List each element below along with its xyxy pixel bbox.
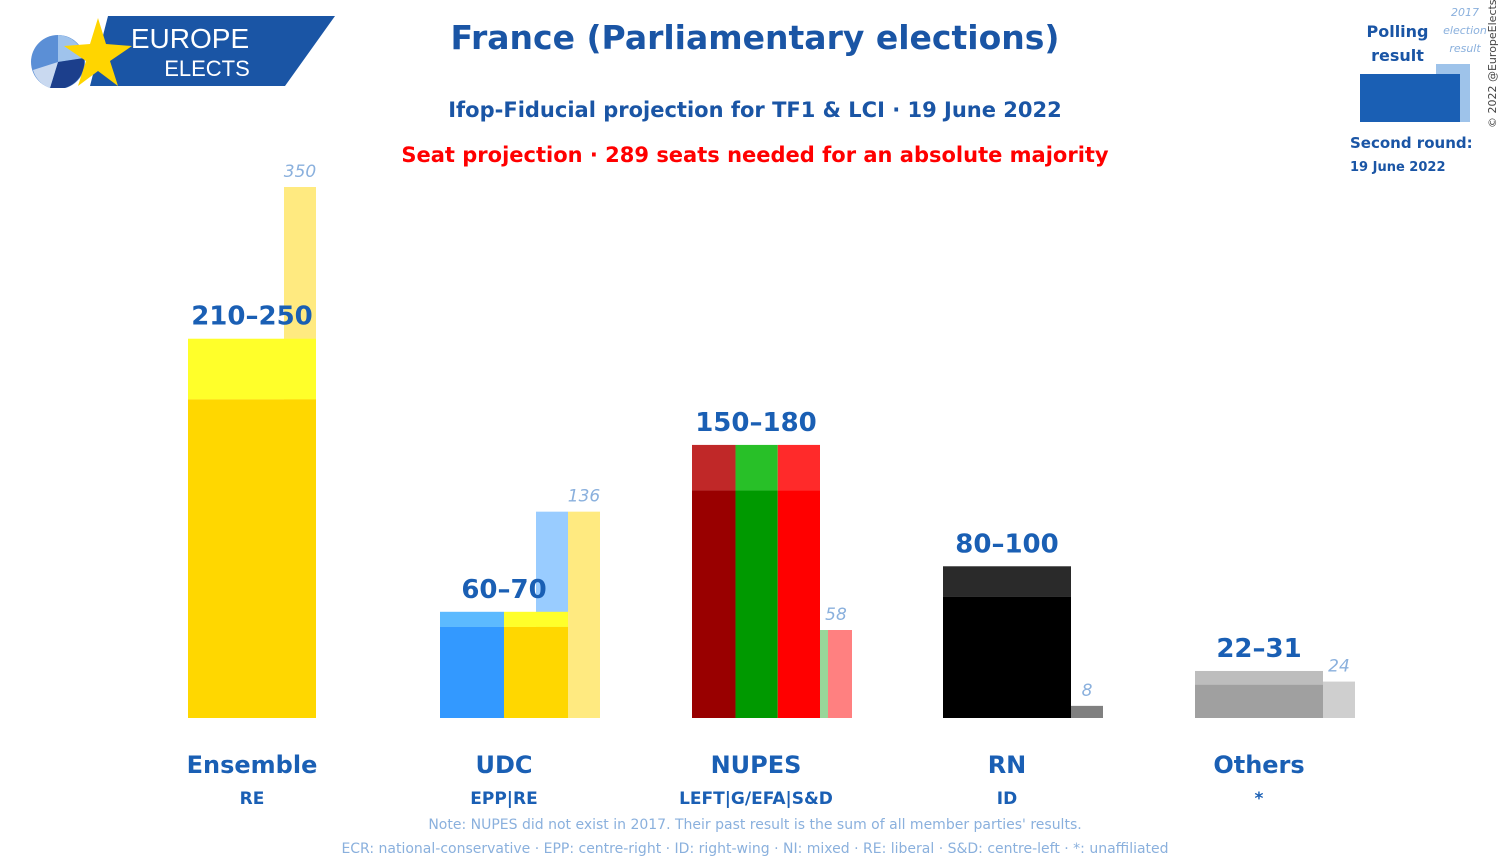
nupes-value-label: 150–180 [695,408,817,438]
rn-bar-low-1 [943,596,1071,718]
chart-title: France (Parliamentary elections) [450,18,1060,57]
legend-polling-swatch [1360,74,1460,122]
logo-star-icon [64,18,132,86]
others-party-group: * [1255,789,1264,809]
footnote-groups: ECR: national-conservative · EPP: centre… [341,841,1169,857]
nupes-bar-high-1 [692,444,736,491]
udc-value-label: 60–70 [461,575,546,605]
ensemble-value-label: 210–250 [191,302,313,332]
logo-banner [90,16,335,86]
ensemble-bar-high-1 [188,338,316,400]
rn-party-name: RN [988,751,1027,779]
majority-note: Seat projection · 289 seats needed for a… [401,143,1109,167]
nupes-party-group: LEFT|G/EFA|S&D [679,789,833,809]
udc-past-label: 136 [568,487,601,507]
udc-party-group: EPP|RE [470,789,537,809]
chart-subtitle: Ifop-Fiducial projection for TF1 & LCI ·… [448,98,1062,122]
logo-text-europe: EUROPE [131,23,249,54]
legend-past-label: 2017 election result [1443,6,1487,55]
legend-swatches [1360,64,1470,122]
nupes-bar-low-3 [777,490,820,718]
nupes-bar-low-1 [692,490,736,718]
nupes-party-name: NUPES [711,751,802,779]
others-value-label: 22–31 [1216,634,1301,664]
udc-bar-high-1 [440,611,504,627]
udc-bar-low-2 [504,626,568,718]
others-bar-low-1 [1195,684,1323,718]
nupes-bar-high-3 [777,444,820,491]
nupes-past-bar-1 [820,630,828,718]
rn-bar-high-1 [943,566,1071,597]
rn-value-label: 80–100 [955,529,1058,559]
rn-past-label: 8 [1082,681,1093,701]
others-bar-high-1 [1195,670,1323,685]
ensemble-bar-low-1 [188,399,316,718]
nupes-past-label: 58 [825,605,847,625]
legend-polling-label: Polling result [1366,22,1429,65]
ensemble-party-name: Ensemble [187,751,318,779]
rn-past-bar [1071,705,1103,718]
rn-party-group: ID [997,789,1017,809]
legend-second-round: Second round: [1350,134,1473,152]
footnote-nupes: Note: NUPES did not exist in 2017. Their… [428,817,1082,833]
udc-party-name: UDC [475,751,532,779]
nupes-bar-high-2 [735,444,778,491]
udc-bar-low-1 [440,626,504,718]
logo-text-elects: ELECTS [164,56,250,81]
others-past-bar [1323,681,1355,718]
nupes-past-bar-2 [828,630,852,718]
udc-past-bar-2 [568,511,600,718]
others-party-name: Others [1213,751,1304,779]
ensemble-party-group: RE [240,789,265,809]
legend-second-round-date: 19 June 2022 [1350,160,1446,175]
ensemble-past-label: 350 [284,162,316,182]
udc-bar-high-2 [504,611,568,627]
europe-elects-logo: EUROPE ELECTS [31,16,335,88]
nupes-bar-low-2 [735,490,778,718]
others-past-label: 24 [1328,657,1350,677]
